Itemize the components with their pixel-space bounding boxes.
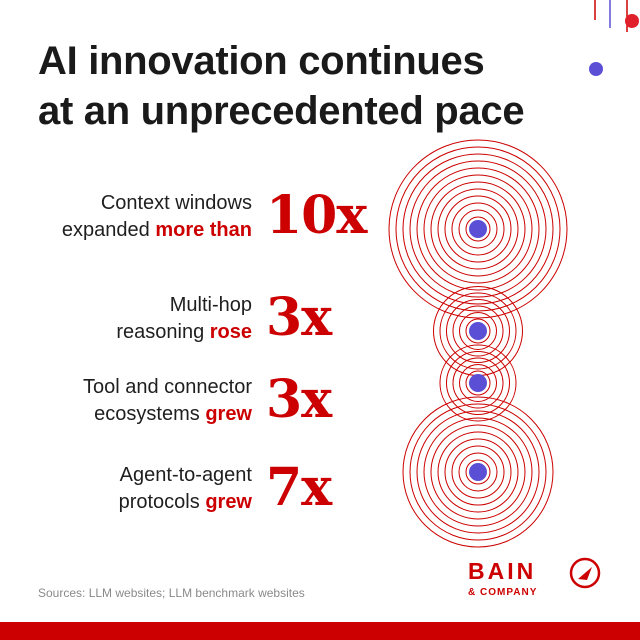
stat-row: Agent-to-agent protocols grew 7x — [0, 449, 640, 529]
company-logo: BAIN & COMPANY — [468, 556, 618, 606]
stat-label: Multi-hop reasoning rose — [116, 294, 252, 343]
stat-multiplier: 3x — [266, 368, 332, 430]
title-line-2: at an unprecedented pace — [38, 89, 525, 133]
sources-note: Sources: LLM websites; LLM benchmark web… — [38, 586, 305, 600]
stat-multiplier: 7x — [266, 456, 332, 518]
stat-multiplier: 10x — [266, 184, 367, 246]
stat-label: Tool and connector ecosystems grew — [82, 376, 252, 425]
logo-subtitle: & COMPANY — [468, 587, 538, 598]
stat-row: Context windows expanded more than 10x — [0, 177, 640, 257]
title-line-1: AI innovation continues — [38, 39, 485, 83]
bottom-bar — [0, 622, 640, 640]
stat-multiplier: 3x — [266, 286, 332, 348]
decorative-lines-icon — [589, 0, 639, 76]
stat-label: Context windows expanded more than — [61, 192, 252, 241]
page-title: AI innovation continues at an unpreceden… — [38, 36, 525, 136]
stat-label: Agent-to-agent protocols grew — [118, 464, 252, 513]
logo-wordmark: BAIN — [468, 558, 537, 584]
stat-row: Tool and connector ecosystems grew 3x — [0, 361, 640, 441]
stat-row: Multi-hop reasoning rose 3x — [0, 279, 640, 359]
bain-compass-icon — [569, 557, 601, 589]
